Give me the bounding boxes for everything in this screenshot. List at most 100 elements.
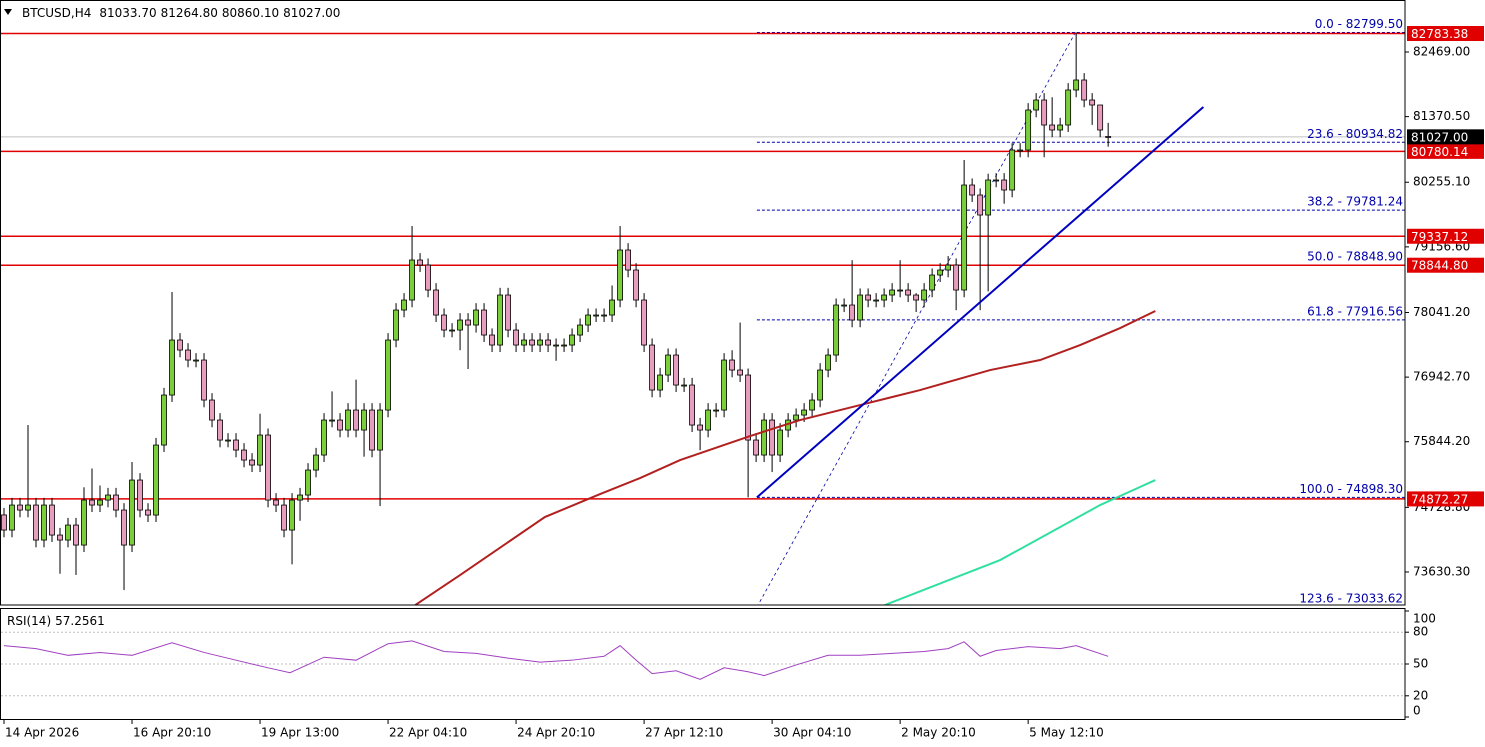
candle-body bbox=[377, 409, 383, 451]
fib-label: 61.8 - 77916.56 bbox=[1307, 304, 1403, 318]
y-tick-label: 75844.20 bbox=[1413, 434, 1470, 448]
candle-body bbox=[1033, 99, 1040, 111]
candle-body bbox=[945, 264, 952, 271]
candle-body bbox=[433, 289, 439, 316]
candle-body bbox=[649, 344, 655, 391]
candle-body bbox=[441, 314, 447, 331]
x-tick-label: 5 May 12:10 bbox=[1029, 726, 1104, 740]
candle-body bbox=[985, 179, 992, 216]
x-tick-label: 22 Apr 04:10 bbox=[389, 726, 467, 740]
candle-body bbox=[401, 299, 407, 311]
candle-body bbox=[89, 499, 95, 506]
candle-body bbox=[1, 514, 7, 531]
candle-body bbox=[249, 459, 255, 466]
candle-body bbox=[321, 419, 327, 456]
candle-body bbox=[417, 259, 423, 266]
candle-body bbox=[289, 499, 295, 531]
fib-label: 50.0 - 78848.90 bbox=[1307, 249, 1403, 263]
candle-body bbox=[273, 499, 279, 506]
candle-body bbox=[345, 409, 351, 431]
candle-body bbox=[737, 369, 744, 376]
candle-body bbox=[521, 339, 527, 346]
level-tag-label: 79337.12 bbox=[1411, 230, 1468, 244]
candle-body bbox=[601, 314, 607, 317]
candle-body bbox=[769, 419, 776, 456]
main-frame bbox=[0, 0, 1406, 606]
candle-body bbox=[465, 319, 471, 326]
candle-body bbox=[297, 494, 303, 501]
candle-body bbox=[313, 454, 319, 471]
candle-body bbox=[217, 419, 223, 441]
candle-body bbox=[873, 299, 880, 302]
candle-body bbox=[777, 429, 784, 456]
candle-body bbox=[905, 289, 912, 296]
candle-body bbox=[505, 294, 511, 331]
candle-body bbox=[545, 339, 551, 346]
chart-header: BTCUSD,H4 81033.70 81264.80 80860.10 81027.0… bbox=[22, 6, 340, 20]
candle-body bbox=[793, 414, 800, 421]
rsi-tick-label: 80 bbox=[1413, 625, 1428, 639]
candle-body bbox=[1105, 136, 1112, 138]
y-tick-label: 80255.10 bbox=[1413, 175, 1470, 189]
candle-body bbox=[409, 259, 415, 301]
candle-body bbox=[449, 329, 455, 332]
candle-body bbox=[1017, 149, 1024, 152]
indicator-line bbox=[414, 310, 1156, 605]
candle-body bbox=[665, 354, 671, 376]
candle-body bbox=[33, 504, 39, 541]
candle-body bbox=[497, 294, 503, 346]
candle-body bbox=[1001, 179, 1008, 191]
candle-body bbox=[609, 299, 615, 316]
candle-body bbox=[305, 469, 311, 496]
candle-body bbox=[489, 334, 495, 346]
level-tag bbox=[1407, 26, 1484, 42]
candle-body bbox=[657, 374, 663, 391]
candle-body bbox=[353, 409, 359, 431]
candle-body bbox=[201, 359, 207, 401]
x-tick-label: 16 Apr 20:10 bbox=[133, 726, 211, 740]
candle-body bbox=[473, 309, 479, 326]
candle-body bbox=[113, 494, 119, 511]
fib-label: 0.0 - 82799.50 bbox=[1315, 17, 1403, 31]
candle-body bbox=[569, 334, 575, 346]
candle-body bbox=[97, 499, 103, 506]
candle-body bbox=[41, 504, 47, 541]
candle-body bbox=[1089, 99, 1096, 106]
rsi-tick-label: 50 bbox=[1413, 657, 1428, 671]
fib-label: 100.0 - 74898.30 bbox=[1299, 482, 1403, 496]
candle-body bbox=[697, 424, 703, 431]
candle-body bbox=[529, 339, 535, 346]
candle-body bbox=[897, 289, 904, 292]
level-tag bbox=[1407, 491, 1484, 507]
candle-body bbox=[641, 299, 647, 346]
x-tick-label: 24 Apr 20:10 bbox=[517, 726, 595, 740]
indicator-line bbox=[884, 479, 1156, 605]
candle-body bbox=[561, 344, 567, 347]
candle-body bbox=[865, 294, 872, 301]
candle-body bbox=[457, 319, 463, 331]
candle-body bbox=[233, 439, 239, 451]
candle-body bbox=[177, 339, 183, 351]
candle-body bbox=[361, 409, 367, 431]
menu-triangle[interactable] bbox=[4, 9, 12, 15]
x-tick-label: 14 Apr 2026 bbox=[5, 726, 79, 740]
fib-label: 38.2 - 79781.24 bbox=[1307, 195, 1403, 209]
candle-body bbox=[617, 249, 623, 301]
candle-body bbox=[729, 359, 736, 371]
fib-label: 123.6 - 73033.62 bbox=[1299, 592, 1403, 606]
candle-body bbox=[633, 269, 639, 301]
candle-body bbox=[193, 359, 199, 362]
candle-body bbox=[241, 449, 247, 461]
candle-body bbox=[281, 504, 287, 531]
candle-body bbox=[953, 264, 960, 291]
candle-body bbox=[137, 479, 143, 511]
candle-body bbox=[593, 314, 599, 317]
candle-body bbox=[129, 479, 135, 546]
candle-body bbox=[585, 314, 591, 326]
candle-body bbox=[689, 384, 695, 426]
candle-body bbox=[9, 504, 15, 531]
candle-body bbox=[161, 394, 167, 446]
symbol: BTCUSD,H4 bbox=[22, 6, 91, 20]
candle-body bbox=[825, 354, 832, 371]
